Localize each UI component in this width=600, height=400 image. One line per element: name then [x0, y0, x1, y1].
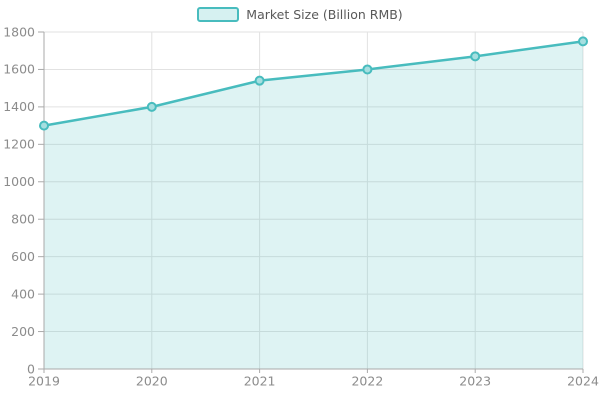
y-tick-label: 1800: [3, 24, 35, 39]
data-point-marker: [362, 64, 373, 75]
y-tick-label: 800: [11, 212, 35, 227]
data-point-marker: [254, 75, 265, 86]
x-tick-label: 2024: [567, 374, 599, 389]
y-tick-label: 1600: [3, 62, 35, 77]
data-point-marker: [470, 51, 481, 62]
x-tick-label: 2023: [459, 374, 491, 389]
area-fill: [44, 41, 583, 369]
y-tick-label: 400: [11, 286, 35, 301]
data-point-marker: [39, 120, 49, 131]
data-point-marker: [146, 101, 157, 112]
y-tick-label: 1200: [3, 137, 35, 152]
x-tick-label: 2020: [136, 374, 168, 389]
y-tick-label: 0: [27, 361, 35, 376]
data-point-marker: [578, 36, 588, 47]
y-tick-label: 200: [11, 324, 35, 339]
legend[interactable]: Market Size (Billion RMB): [0, 7, 600, 22]
y-tick-label: 1400: [3, 99, 35, 114]
series-line: [42, 40, 585, 127]
legend-label: Market Size (Billion RMB): [246, 7, 403, 22]
legend-swatch-icon: [197, 7, 240, 22]
y-tick-label: 1000: [3, 174, 35, 189]
x-tick-label: 2019: [28, 374, 60, 389]
y-tick-label: 600: [11, 249, 35, 264]
x-tick-label: 2021: [244, 374, 276, 389]
x-tick-label: 2022: [351, 374, 383, 389]
